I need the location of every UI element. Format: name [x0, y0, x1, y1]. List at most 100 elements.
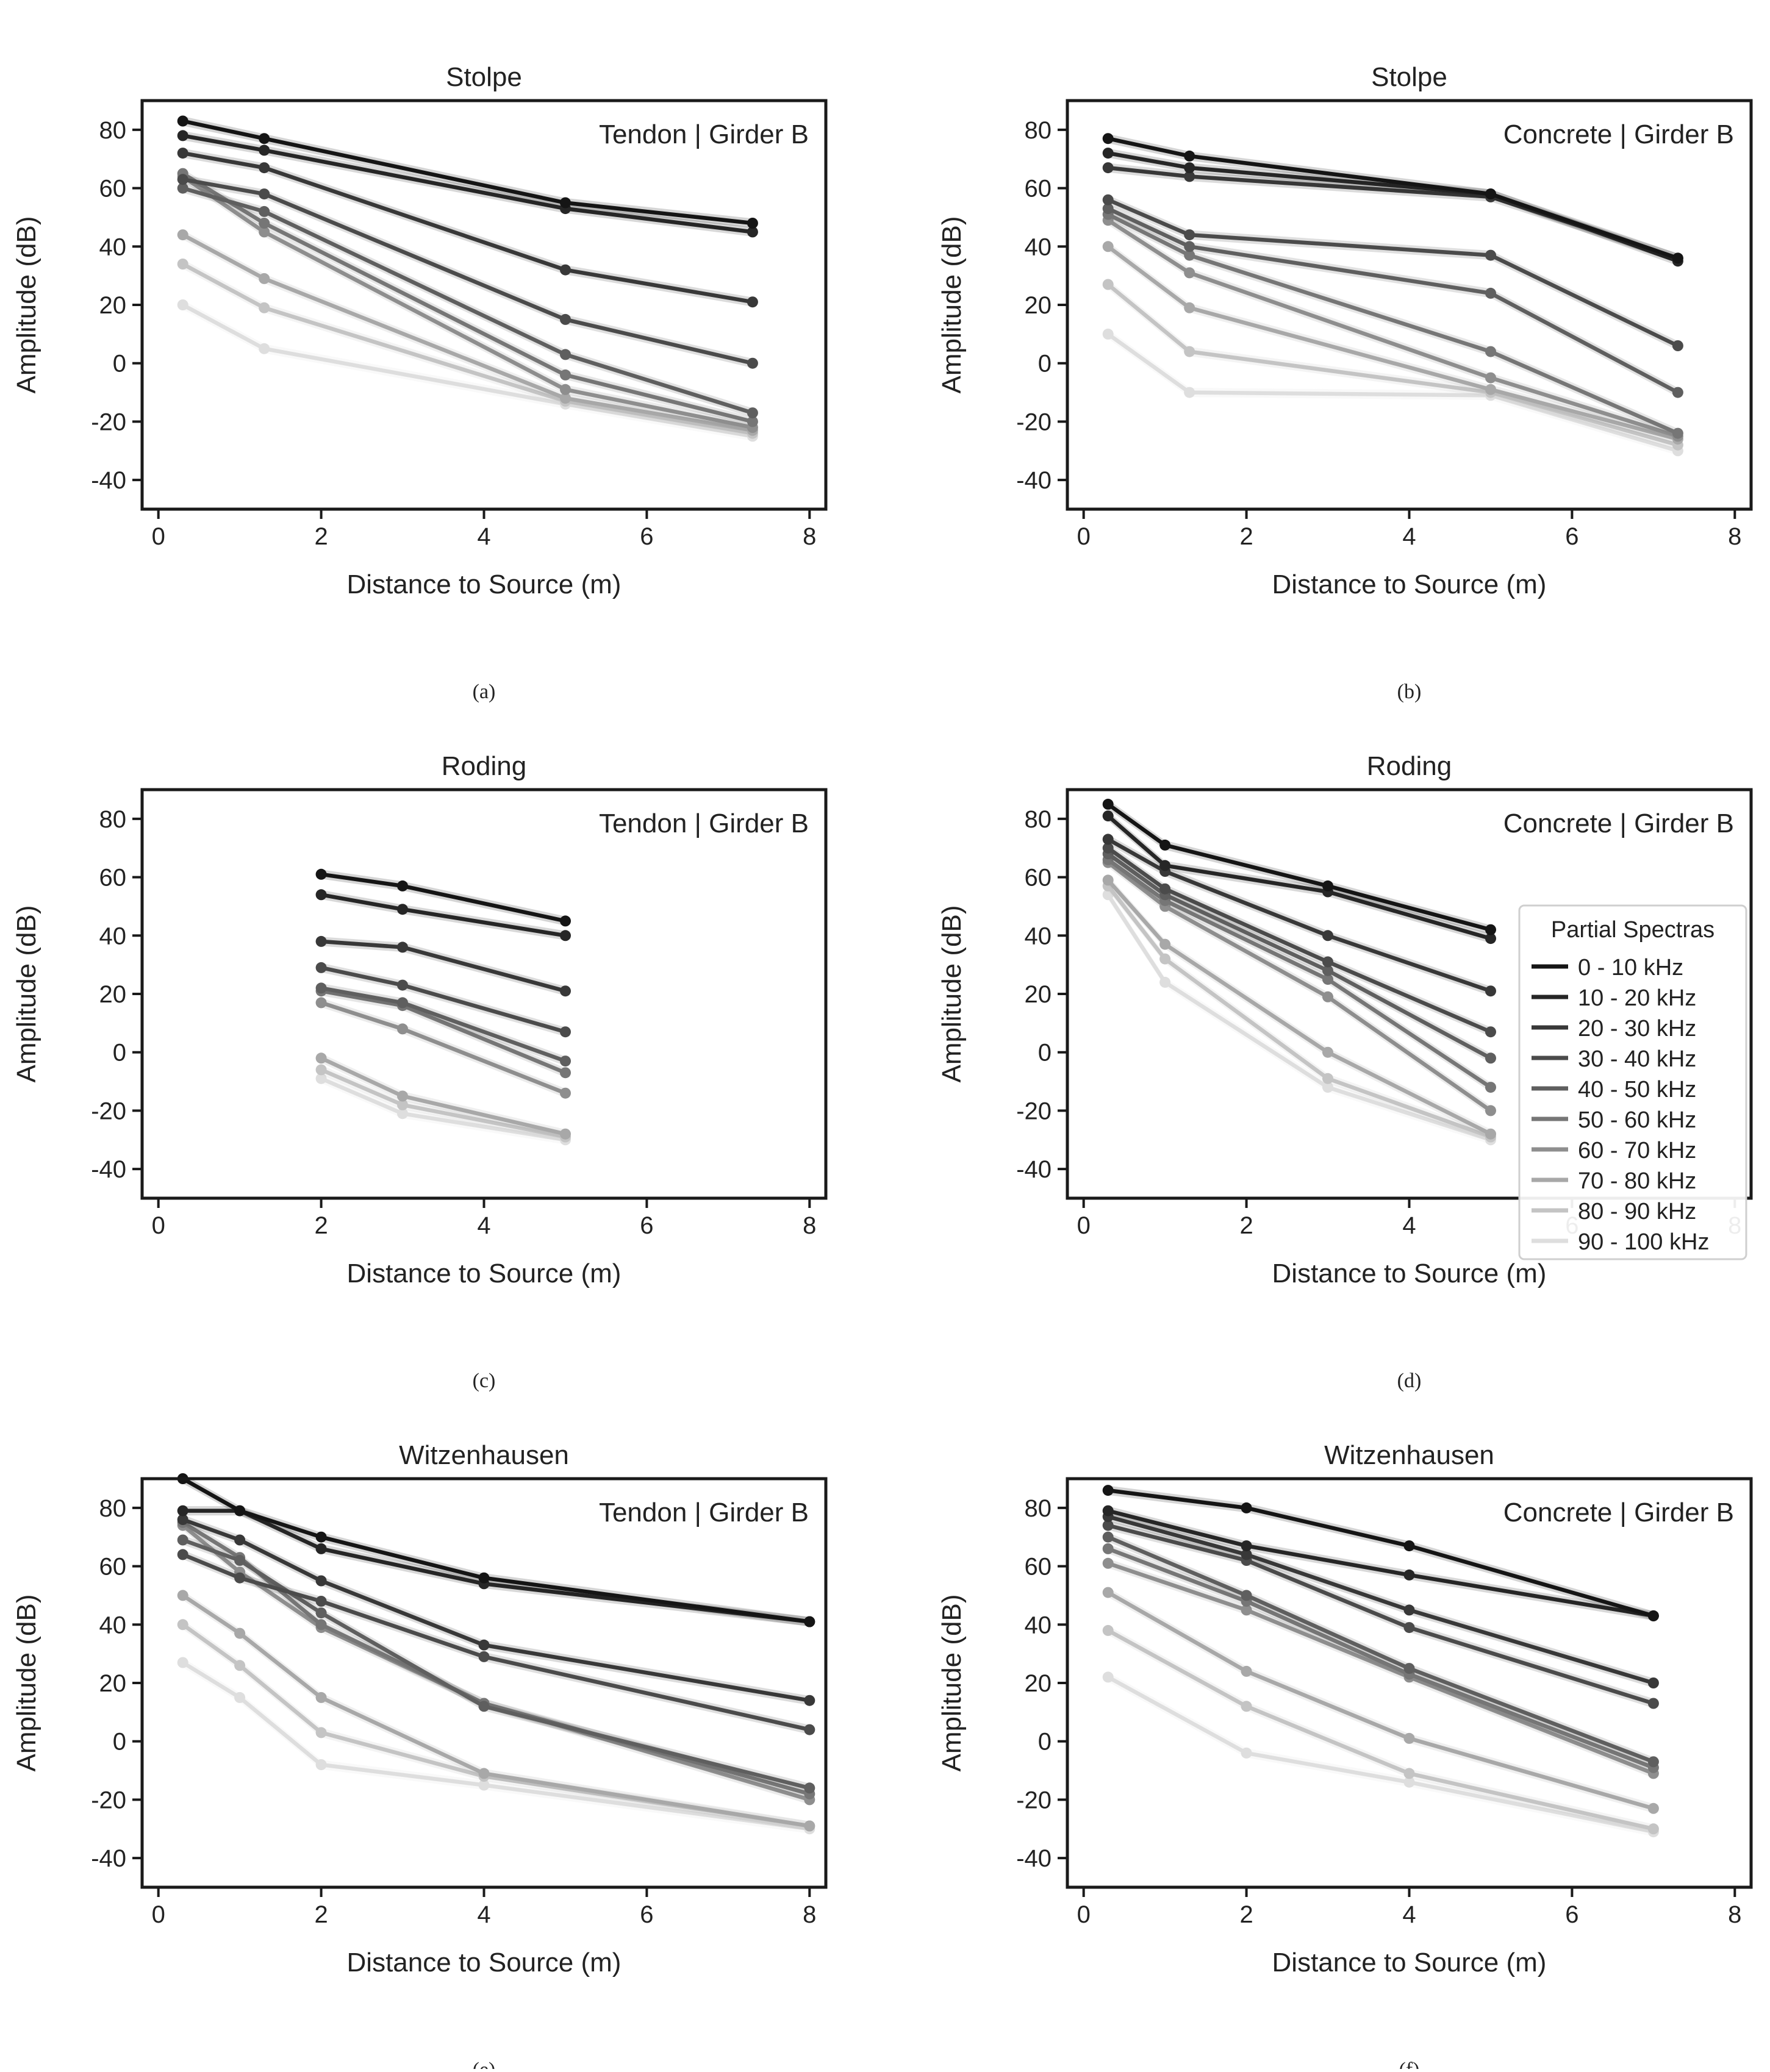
series-3	[1102, 834, 1496, 997]
data-point	[1485, 188, 1496, 200]
data-point	[1241, 1502, 1252, 1513]
data-point	[747, 296, 758, 308]
series-group	[315, 868, 571, 1146]
x-tick-label: 2	[314, 1212, 328, 1239]
series-group	[177, 115, 758, 442]
data-point	[234, 1534, 246, 1546]
series-5	[1102, 203, 1683, 398]
x-tick-label: 2	[1239, 523, 1253, 550]
legend-title: Partial Spectras	[1551, 917, 1714, 943]
series-line	[1106, 282, 1680, 447]
y-tick-label: -20	[91, 1787, 126, 1813]
data-point	[560, 393, 571, 404]
data-point	[315, 889, 327, 901]
chart-title: Stolpe	[1371, 62, 1447, 92]
data-point	[315, 1064, 327, 1076]
data-point	[1241, 1540, 1252, 1552]
series-line	[1106, 1628, 1656, 1831]
data-point	[234, 1572, 246, 1584]
data-point	[1647, 1677, 1659, 1688]
x-tick-label: 0	[1077, 1901, 1091, 1928]
data-point	[478, 1572, 490, 1584]
x-tick-label: 2	[314, 523, 328, 550]
series-line	[1106, 1561, 1656, 1776]
y-tick-label: 80	[1025, 1495, 1052, 1522]
series-band	[1108, 210, 1678, 438]
x-tick-label: 6	[640, 1901, 653, 1928]
data-point	[177, 148, 188, 159]
data-point	[1102, 810, 1114, 822]
y-tick-label: -40	[1016, 467, 1052, 494]
series-line	[1106, 198, 1680, 348]
data-point	[804, 1820, 815, 1832]
series-line	[1106, 802, 1493, 932]
y-tick-label: -40	[91, 1845, 126, 1872]
data-point	[1322, 991, 1333, 1002]
y-axis-label: Amplitude (dB)	[937, 216, 967, 393]
legend-entry: 70 - 80 kHz	[1578, 1168, 1696, 1194]
data-point	[1403, 1622, 1415, 1634]
series-group	[177, 1473, 815, 1835]
data-point	[397, 1099, 408, 1110]
data-point	[747, 226, 758, 238]
chart-title: Stolpe	[446, 62, 522, 92]
legend-entry: 40 - 50 kHz	[1578, 1077, 1696, 1102]
data-point	[804, 1616, 815, 1627]
data-point	[1322, 956, 1333, 968]
y-tick-label: -40	[1016, 1156, 1052, 1183]
series-band	[1108, 134, 1678, 263]
series-1	[1102, 133, 1683, 264]
x-tick-label: 4	[1402, 1901, 1416, 1928]
data-point	[1672, 427, 1683, 439]
data-point	[804, 1724, 815, 1735]
data-point	[177, 1505, 188, 1516]
data-point	[1102, 798, 1114, 810]
x-axis-label: Distance to Source (m)	[1272, 1948, 1547, 1977]
plot-frame	[140, 788, 828, 1200]
data-point	[560, 915, 571, 927]
data-point	[560, 1056, 571, 1067]
data-point	[1184, 249, 1195, 261]
series-line	[181, 186, 755, 415]
data-point	[1672, 340, 1683, 351]
chart-panel-f: Witzenhausen 0 2 4 6 8 -40 -20 0 20 40 60 80 Distance…	[937, 1440, 1753, 2072]
panel-annotation: Concrete | Girder B	[1503, 120, 1734, 149]
data-point	[315, 1575, 327, 1587]
data-point	[315, 1531, 327, 1543]
x-tick-label: 8	[1728, 1901, 1741, 1928]
data-point	[315, 997, 327, 1009]
data-point	[1102, 1485, 1114, 1496]
y-tick-label: 80	[99, 1495, 127, 1522]
data-point	[397, 1023, 408, 1035]
data-point	[259, 145, 270, 156]
data-point	[1102, 834, 1114, 845]
y-tick-label: 80	[1025, 806, 1052, 833]
y-tick-label: -20	[1016, 409, 1052, 435]
data-point	[1102, 328, 1114, 340]
legend-entry: 30 - 40 kHz	[1578, 1046, 1696, 1072]
subfigure-caption: (d)	[1397, 1370, 1422, 1392]
chart-title: Witzenhausen	[1324, 1440, 1494, 1470]
data-point	[1241, 1665, 1252, 1677]
data-point	[1647, 1610, 1659, 1621]
chart-title: Roding	[442, 751, 526, 781]
x-tick-label: 6	[640, 1212, 653, 1239]
data-point	[1102, 241, 1114, 252]
series-line	[1106, 1590, 1656, 1811]
series-band	[1108, 148, 1678, 266]
data-point	[1241, 1549, 1252, 1560]
data-point	[1485, 1128, 1496, 1140]
series-band	[182, 1620, 810, 1831]
data-point	[747, 218, 758, 229]
y-tick-label: 0	[113, 1729, 126, 1756]
data-point	[259, 205, 270, 217]
data-point	[1102, 1505, 1114, 1516]
data-point	[1485, 1082, 1496, 1093]
x-tick-label: 6	[640, 523, 653, 550]
data-point	[1647, 1756, 1659, 1768]
series-line	[1106, 1509, 1656, 1618]
data-point	[478, 1639, 490, 1651]
data-point	[1322, 974, 1333, 985]
panel-annotation: Concrete | Girder B	[1503, 1498, 1734, 1527]
x-axis-label: Distance to Source (m)	[347, 1948, 622, 1977]
